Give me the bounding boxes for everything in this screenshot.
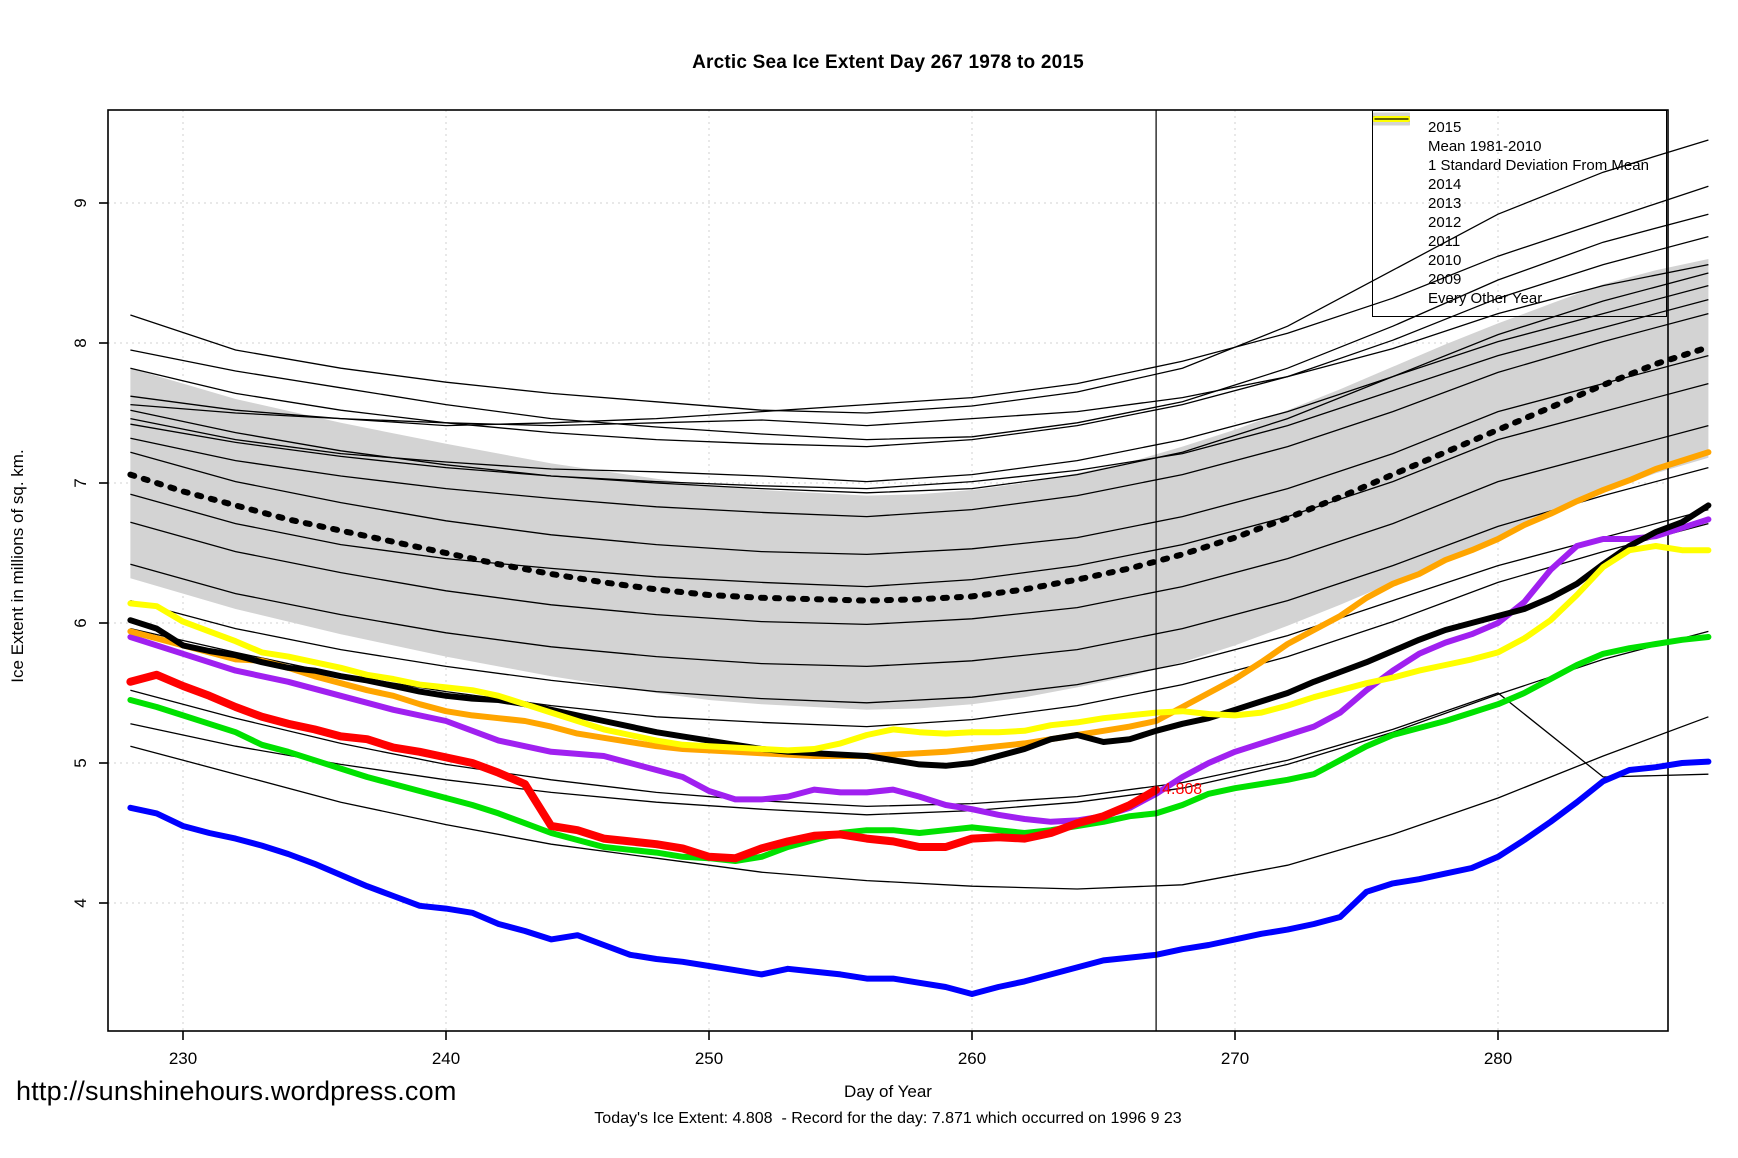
every-other-year-line (130, 139, 1709, 414)
every-other-year-line (130, 630, 1709, 816)
y-tick-label: 4 (71, 898, 90, 907)
legend-item: 2013 (1373, 116, 1666, 213)
y-axis-title: Ice Extent in millions of sq. km. (8, 449, 27, 683)
x-tick-label: 260 (958, 1049, 986, 1068)
series-2013 (127, 449, 1712, 759)
legend-item-label: Every Other Year (1428, 290, 1543, 307)
every-other-year-line (130, 508, 1709, 704)
legend-item: Mean 1981-2010 (1373, 116, 1666, 156)
legend-item: 1 Standard Deviation From Mean (1373, 112, 1666, 175)
legend-item-label: 2009 (1428, 271, 1462, 288)
series-2015 (126, 670, 1161, 863)
every-other-year-line (130, 689, 1709, 808)
every-other-year-line (130, 466, 1709, 668)
x-tick-label: 230 (169, 1049, 197, 1068)
mean-line (127, 344, 1712, 604)
ice-extent-note: Today's Ice Extent: 4.808 - Record for t… (594, 1110, 1182, 1127)
legend-item-label: 1 Standard Deviation From Mean (1428, 157, 1649, 174)
chart-title: Arctic Sea Ice Extent Day 267 1978 to 20… (692, 52, 1084, 73)
every-other-year-line (130, 284, 1709, 483)
tick-labels: 230 240 250 260 270 280 4 5 6 7 8 9 (71, 198, 1512, 1068)
axis-ticks (99, 202, 1499, 1040)
every-other-year-line (130, 382, 1709, 588)
series-2009 (127, 543, 1712, 754)
every-other-year-line (130, 312, 1709, 518)
legend-item: 2015 (1373, 115, 1666, 137)
every-other-year-line (130, 716, 1709, 890)
x-tick-label: 240 (432, 1049, 460, 1068)
legend-item: 2014 (1373, 116, 1666, 194)
legend-item-label: 2010 (1428, 252, 1462, 269)
x-axis-title: Day of Year (844, 1082, 932, 1101)
legend-item: 2011 (1373, 116, 1666, 251)
x-tick-label: 250 (695, 1049, 723, 1068)
every-other-year-line (130, 424, 1709, 626)
series-2011 (127, 634, 1712, 864)
series-2014 (127, 502, 1712, 769)
y-tick-label: 7 (71, 478, 90, 487)
legend-item: 2012 (1373, 116, 1666, 232)
every-other-year-line (130, 185, 1709, 427)
every-other-year-line (130, 354, 1709, 556)
legend-item: Every Other Year (1374, 118, 1666, 308)
y-tick-label: 6 (71, 618, 90, 627)
legend-item-label: 2014 (1428, 176, 1462, 193)
every-other-year-line (130, 235, 1709, 448)
legend-item-label: 2013 (1428, 195, 1462, 212)
legend-item-label: 2011 (1428, 233, 1461, 250)
today-value-annotation: 4.808 (1162, 780, 1203, 798)
plot-border (107, 109, 1669, 1032)
y-tick-label: 9 (71, 198, 90, 207)
legend-item-label: 2012 (1428, 214, 1462, 231)
series-2012 (127, 758, 1712, 997)
legend: 2015 Mean 1981-2010 1 Standard Deviation F… (1372, 110, 1667, 317)
x-tick-label: 270 (1221, 1049, 1249, 1068)
std-dev-band (130, 259, 1709, 710)
every-other-year-lines (130, 139, 1709, 890)
every-other-year-line (130, 263, 1709, 427)
source-url: http://sunshinehours.wordpress.com (16, 1076, 457, 1106)
x-tick-label: 280 (1484, 1049, 1512, 1068)
series-2010 (127, 516, 1712, 825)
every-other-year-line (130, 298, 1709, 490)
legend-item: 2009 (1373, 116, 1666, 289)
y-tick-label: 8 (71, 338, 90, 347)
legend-item: 2010 (1373, 116, 1666, 270)
legend-item-label: Mean 1981-2010 (1428, 138, 1542, 155)
y-tick-label: 5 (71, 758, 90, 767)
legend-item-label: 2015 (1428, 119, 1462, 136)
every-other-year-line (130, 213, 1709, 441)
